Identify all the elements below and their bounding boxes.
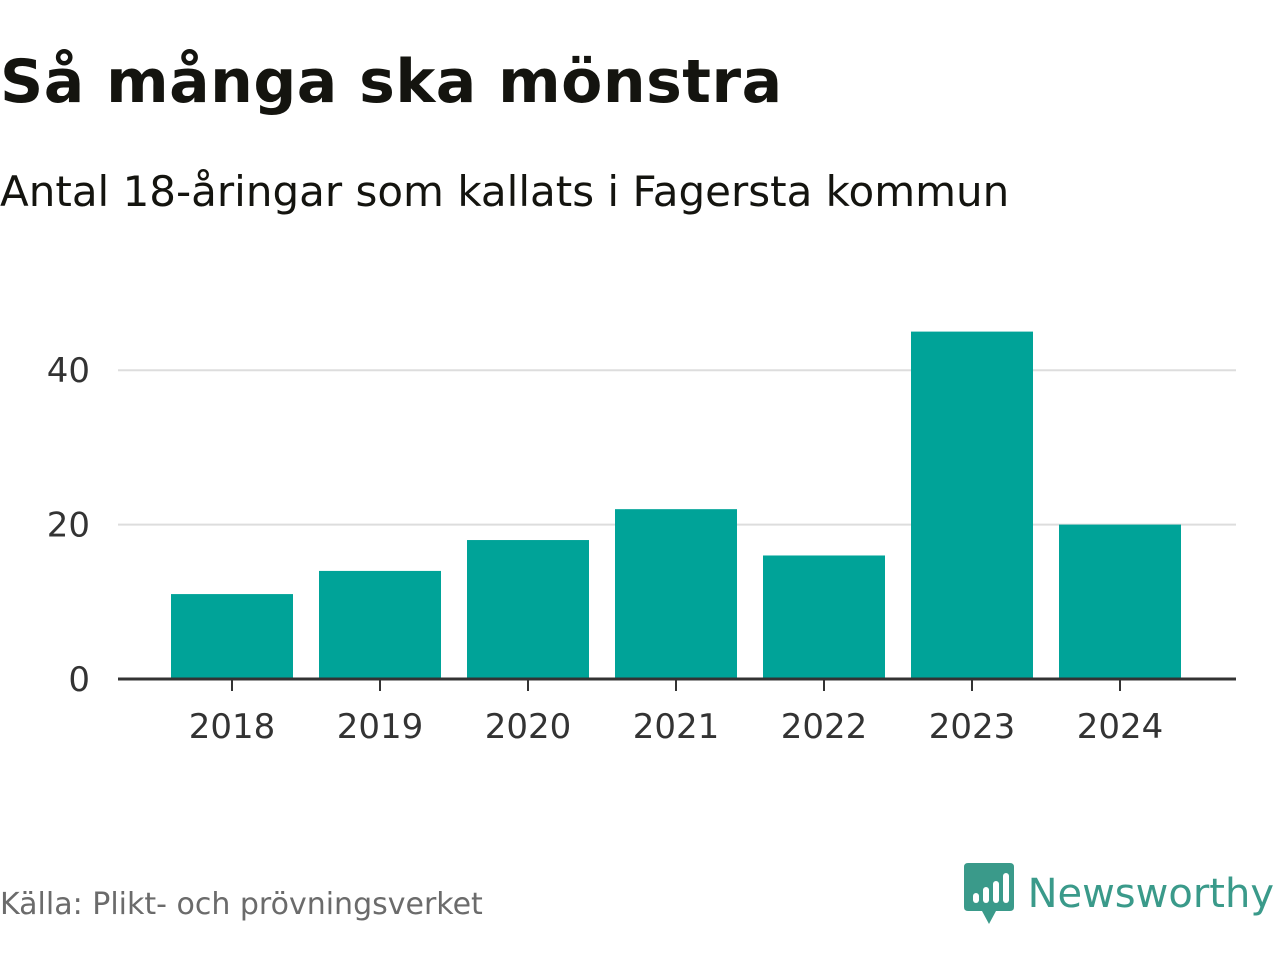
- x-tick-label: 2023: [929, 707, 1016, 747]
- bar-2021: [615, 509, 737, 679]
- newsworthy-logo-icon: [963, 863, 1014, 924]
- y-tick-label: 0: [68, 660, 90, 700]
- bar-2019: [319, 570, 441, 679]
- x-tick-label: 2024: [1077, 707, 1164, 747]
- bar-2018: [171, 594, 293, 679]
- bar-2023: [911, 331, 1033, 679]
- bar-2020: [467, 540, 589, 679]
- x-tick-label: 2022: [781, 707, 868, 747]
- x-tick-label: 2021: [633, 707, 720, 747]
- x-tick-label: 2018: [189, 707, 276, 747]
- x-tick-label: 2019: [337, 707, 424, 747]
- brand-logo: Newsworthy: [963, 862, 1274, 926]
- x-tick-label: 2020: [485, 707, 572, 747]
- brand-name: Newsworthy: [1027, 871, 1274, 917]
- bar-2022: [763, 555, 885, 679]
- y-tick-label: 20: [47, 506, 90, 546]
- chart-subtitle: Antal 18-åringar som kallats i Fagersta …: [0, 167, 1010, 216]
- bar-2024: [1059, 524, 1181, 679]
- y-tick-label: 40: [47, 351, 90, 391]
- chart-title: Så många ska mönstra: [0, 47, 783, 117]
- source-note: Källa: Plikt- och prövningsverket: [0, 887, 483, 922]
